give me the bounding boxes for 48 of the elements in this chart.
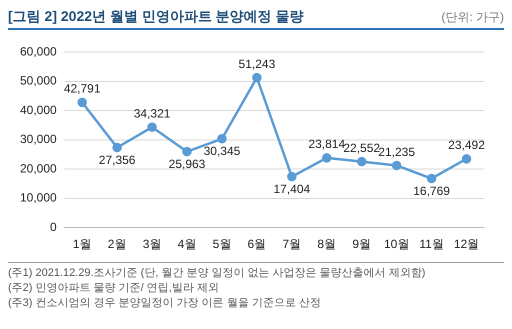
point (356, 156, 366, 166)
data-label: 27,356 (98, 152, 136, 167)
data-label: 17,404 (273, 182, 310, 196)
text: (주1) 2021.12.29.조사기준 (단, 월간 분양 일정이 없는 사업장은 물량산출에서 제외함) (8, 266, 426, 281)
x-tick-label: 9월 (352, 237, 372, 252)
data-label: 16,769 (413, 184, 450, 198)
text: (주2) 민영아파트 물량 기준/ 연립,빌라 제외 (8, 281, 220, 296)
data-label: 25,963 (168, 156, 206, 171)
data-label: 23,492 (448, 138, 486, 152)
data-label: 23,814 (308, 137, 346, 152)
x-tick-label: 11월 (419, 237, 444, 252)
y-tick-label: 50,000 (20, 74, 58, 88)
point (147, 122, 157, 132)
point (322, 153, 332, 163)
x-tick-label: 8월 (317, 237, 336, 252)
point (462, 154, 472, 164)
y-tick-label: 10,000 (20, 190, 58, 205)
y-tick-label: 20,000 (20, 161, 58, 176)
point (392, 160, 402, 170)
y-tick-label: 60,000 (20, 44, 58, 58)
data-label: 30,345 (204, 144, 241, 158)
point (217, 134, 227, 144)
point (77, 98, 87, 108)
text: (주3) 컨소시엄의 경우 분양일정이 가장 이른 월을 기준으로 산정 (8, 296, 322, 311)
y-tick-label: 0 (50, 220, 58, 234)
point (426, 174, 436, 184)
chart-title: [그림 2] 2022년 월별 민영아파트 분양예정 물량 (8, 8, 304, 26)
x-tick-label: 10월 (384, 237, 410, 252)
point (287, 172, 297, 182)
data-label: 42,791 (64, 82, 101, 96)
point (112, 142, 122, 152)
x-tick-label: 12월 (454, 237, 480, 252)
point (182, 146, 192, 156)
data-label: 34,321 (134, 106, 171, 120)
x-tick-label: 5월 (212, 237, 232, 252)
data-label: 51,243 (238, 56, 276, 71)
x-tick-label: 1월 (72, 237, 92, 252)
y-tick-label: 40,000 (20, 102, 58, 117)
x-tick-label: 7월 (282, 237, 302, 252)
chart-subtitle: (단위: 가구) (441, 9, 504, 26)
x-tick-label: 3월 (142, 237, 162, 252)
data-label: 21,235 (378, 144, 416, 159)
y-tick-label: 30,000 (20, 132, 58, 146)
data-label: 22,552 (343, 140, 380, 155)
x-tick-label: 2월 (108, 237, 126, 252)
x-tick-label: 6월 (248, 237, 266, 252)
point (252, 72, 262, 82)
x-tick-label: 4월 (178, 237, 196, 252)
